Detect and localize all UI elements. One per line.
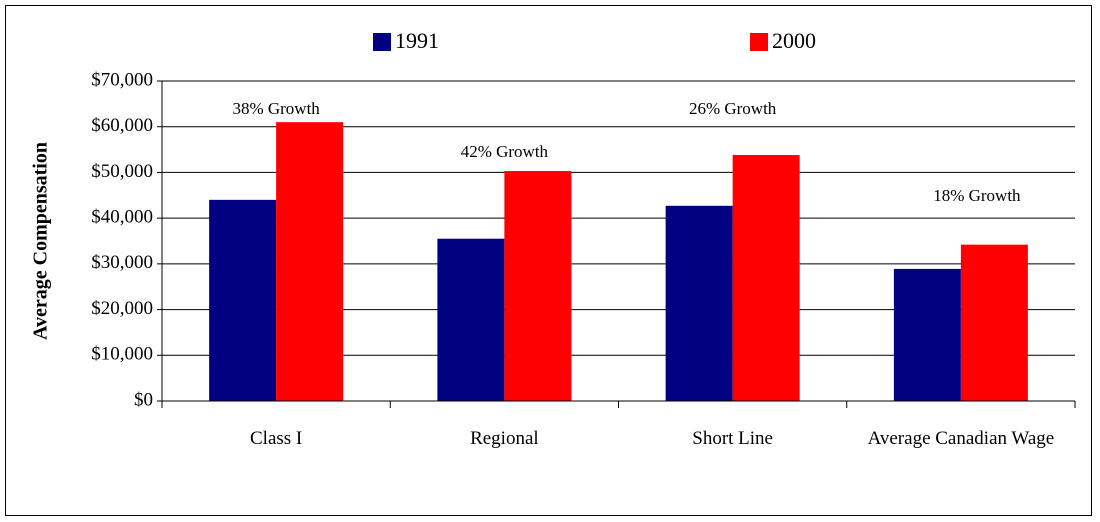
chart-border — [5, 5, 1092, 516]
x-tick-label: Class I — [250, 428, 303, 449]
y-tick-label: $20,000 — [91, 298, 153, 319]
bar — [665, 205, 733, 401]
x-tick-label: Short Line — [692, 428, 773, 449]
y-axis-title: Average Compensation — [30, 142, 52, 340]
annotation: 18% Growth — [933, 186, 1021, 205]
annotation: 26% Growth — [689, 99, 777, 118]
legend-swatch — [750, 33, 768, 51]
bar — [732, 155, 800, 401]
x-tick-label: Regional — [470, 428, 539, 449]
y-tick-label: $60,000 — [91, 115, 153, 136]
y-tick-label: $10,000 — [91, 344, 153, 365]
x-tick-label: Average Canadian Wage — [867, 428, 1055, 449]
y-tick-label: $50,000 — [91, 161, 153, 182]
legend-label: 1991 — [395, 28, 439, 53]
y-tick-label: $30,000 — [91, 252, 153, 273]
annotation: 38% Growth — [232, 99, 320, 118]
bar — [504, 171, 572, 401]
bar — [209, 199, 277, 401]
y-tick-label: $0 — [134, 389, 153, 410]
y-tick-label: $40,000 — [91, 207, 153, 228]
legend-label: 2000 — [772, 28, 816, 53]
bar — [893, 268, 961, 401]
bar — [960, 244, 1028, 401]
y-tick-label: $70,000 — [91, 69, 153, 90]
legend-swatch — [373, 33, 391, 51]
bar — [276, 122, 344, 402]
bar — [437, 238, 505, 401]
annotation: 42% Growth — [461, 142, 549, 161]
